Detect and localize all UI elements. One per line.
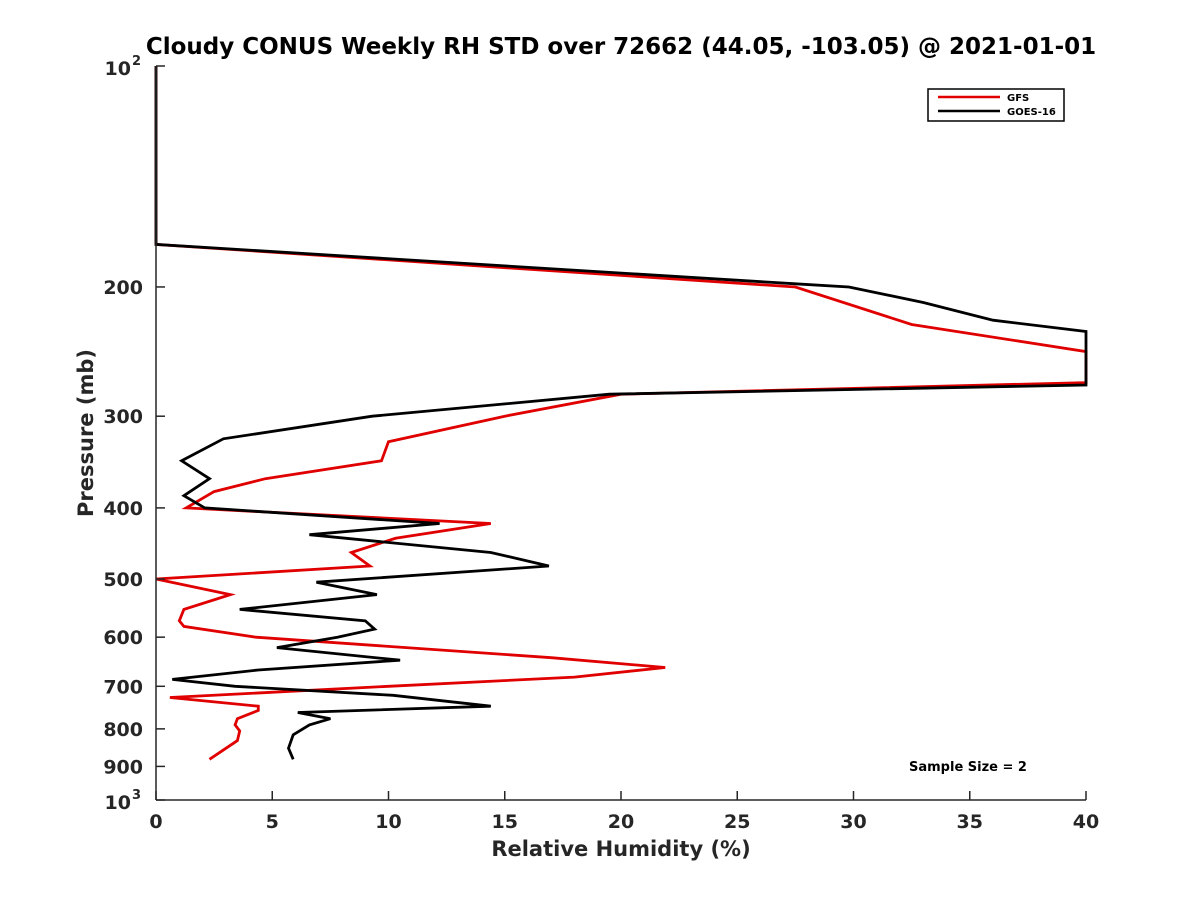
sample-size-annotation: Sample Size = 2 — [909, 760, 1027, 775]
y-tick-label: 200 — [103, 277, 143, 299]
legend-label-gfs: GFS — [1007, 93, 1029, 104]
y-tick-label: 600 — [103, 627, 143, 649]
x-tick-label: 30 — [840, 811, 866, 833]
x-tick-label: 10 — [375, 811, 401, 833]
x-tick-label: 40 — [1073, 811, 1099, 833]
y-tick-label: 400 — [103, 498, 143, 520]
series-layer — [154, 66, 1088, 761]
y-tick-label: 300 — [103, 406, 143, 428]
x-tick-label: 20 — [608, 811, 634, 833]
legend-box — [927, 88, 1065, 122]
x-tick-label: 0 — [149, 811, 162, 833]
y-tick-label: 900 — [103, 756, 143, 778]
chart-title: Cloudy CONUS Weekly RH STD over 72662 (4… — [146, 34, 1096, 60]
y-tick-exponent: 3 — [132, 788, 141, 803]
series-line-goes16 — [154, 66, 1088, 760]
x-tick-label: 25 — [724, 811, 750, 833]
y-tick-label: 800 — [103, 719, 143, 741]
y-axis-label: Pressure (mb) — [74, 349, 98, 517]
x-ticks: 0 5 10 15 20 25 30 35 40 — [149, 791, 1099, 833]
y-tick-label: 10 — [105, 792, 131, 814]
y-tick-label: 500 — [103, 569, 143, 591]
x-tick-label: 5 — [266, 811, 279, 833]
y-tick-label: 10 — [105, 58, 131, 80]
x-tick-label: 15 — [492, 811, 518, 833]
series-line-gfs — [154, 66, 1088, 761]
legend: GFS GOES-16 — [927, 88, 1065, 122]
y-tick-exponent: 2 — [132, 54, 141, 69]
x-axis-label: Relative Humidity (%) — [491, 837, 750, 861]
y-tick-label: 700 — [103, 676, 143, 698]
legend-label-goes16: GOES-16 — [1007, 107, 1056, 118]
x-tick-label: 35 — [957, 811, 983, 833]
